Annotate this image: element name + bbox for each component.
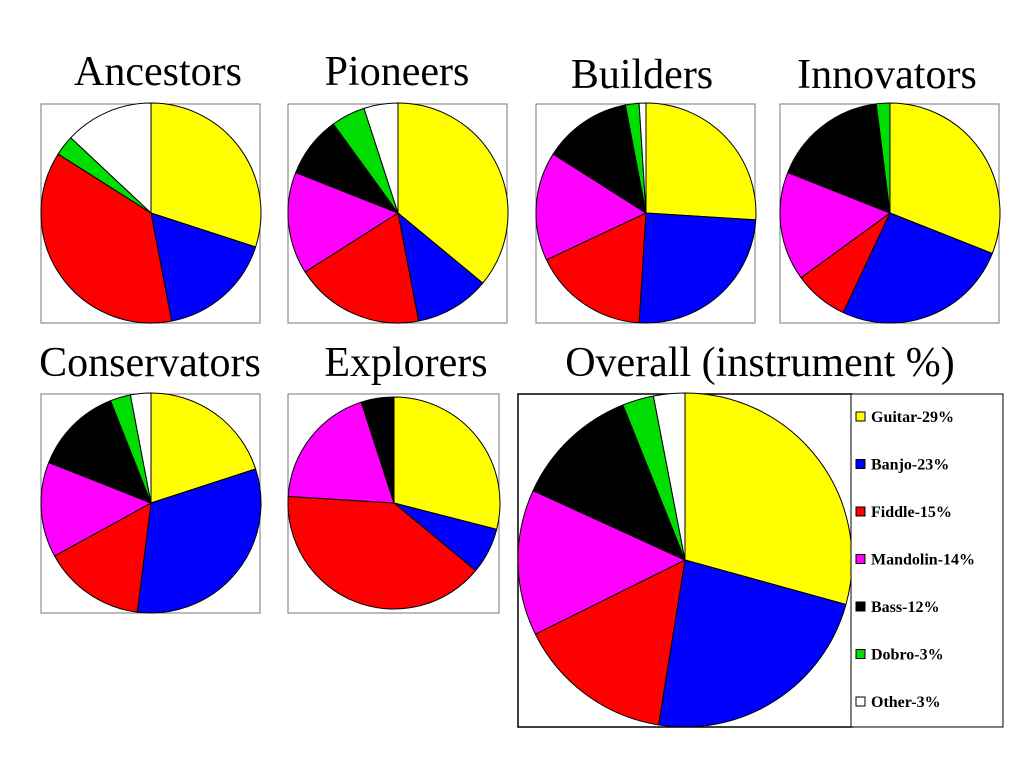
pie-slice-pioneers-other	[363, 102, 399, 214]
chart-title-ancestors: Ancestors	[74, 49, 242, 95]
legend-swatch-other	[855, 696, 866, 707]
legend-label-fiddle: Fiddle-15%	[871, 504, 952, 521]
chart-title-overall: Overall (instrument %)	[565, 340, 955, 386]
pie-panel-explorers: Explorers	[287, 340, 501, 614]
pie-slice-explorers-guitar	[393, 396, 501, 530]
pie-slice-overall-fiddle	[534, 559, 686, 726]
pie-slice-pioneers-fiddle	[304, 212, 420, 324]
legend-label-banjo: Banjo-23%	[871, 457, 949, 474]
pie-slice-pioneers-mandolin	[287, 172, 399, 273]
legend-label-mandolin: Mandolin-14%	[871, 552, 975, 569]
pie-slice-explorers-bass	[360, 396, 395, 504]
pie-slice-pioneers-guitar	[397, 102, 509, 284]
chart-title-pioneers: Pioneers	[325, 49, 470, 95]
legend-swatch-dobro	[855, 649, 866, 659]
pie-slice-builders-mandolin	[535, 153, 647, 261]
pie-slice-innovators-guitar	[889, 102, 1001, 254]
legend: Guitar-29% Banjo-23% Fiddle-15% Mandolin-14…	[850, 393, 1004, 728]
pie-slice-conservators-other	[129, 392, 152, 504]
pie-slice-explorers-mandolin	[287, 401, 395, 504]
pie-slice-conservators-banjo	[136, 468, 262, 614]
pie-slice-conservators-bass	[48, 400, 152, 504]
pie-slice-builders-fiddle	[545, 212, 647, 324]
pie-slice-ancestors-other	[70, 102, 152, 214]
pie-slice-ancestors-banjo	[150, 212, 257, 322]
pie-panel-overall: Overall (instrument %) Guitar-29% Banjo-23…	[517, 340, 1004, 728]
pie-slice-overall-banjo	[658, 559, 847, 728]
pie-slice-builders-other	[638, 102, 647, 214]
legend-swatch-mandolin	[855, 554, 866, 564]
pie-panel-builders: Builders	[535, 52, 757, 324]
pie-slice-overall-mandolin	[517, 490, 686, 635]
pie-panel-conservators: Conservators	[39, 340, 262, 614]
pie-slice-explorers-fiddle	[287, 495, 477, 610]
pie-panel-innovators: Innovators	[779, 52, 1001, 324]
legend-label-guitar: Guitar-29%	[871, 409, 954, 426]
pie-slice-innovators-mandolin	[779, 172, 891, 279]
legend-box	[850, 393, 1004, 728]
legend-label-bass: Bass-12%	[871, 599, 939, 616]
chart-title-explorers: Explorers	[324, 340, 487, 386]
pie-slice-builders-banjo	[638, 212, 757, 324]
legend-label-other: Other-3%	[871, 694, 941, 711]
legend-swatch-guitar	[855, 411, 866, 422]
pie-slice-builders-guitar	[645, 102, 757, 221]
pie-slice-ancestors-guitar	[150, 102, 262, 248]
pie-panel-ancestors: Ancestors	[40, 49, 262, 324]
legend-swatch-fiddle	[855, 506, 866, 517]
legend-swatch-banjo	[855, 459, 866, 469]
pie-slice-ancestors-fiddle	[40, 153, 173, 324]
pie-slice-overall-bass	[532, 404, 686, 561]
pie-slice-pioneers-banjo	[397, 212, 484, 322]
pie-slice-innovators-banjo	[842, 212, 993, 324]
pie-panel-pioneers: Pioneers	[287, 49, 509, 324]
pie-slice-builders-bass	[552, 104, 647, 214]
legend-label-dobro: Dobro-3%	[871, 647, 944, 664]
pie-slice-innovators-dobro	[875, 102, 891, 214]
legend-swatch-bass	[855, 601, 866, 612]
pie-slice-conservators-fiddle	[54, 502, 152, 613]
pie-slice-conservators-mandolin	[40, 462, 152, 557]
chart-title-builders: Builders	[571, 52, 713, 98]
pie-slice-overall-other	[652, 392, 686, 561]
chart-title-conservators: Conservators	[39, 340, 261, 386]
pie-slice-conservators-guitar	[150, 392, 257, 504]
chart-title-innovators: Innovators	[797, 52, 977, 98]
pie-slice-innovators-bass	[787, 103, 891, 214]
